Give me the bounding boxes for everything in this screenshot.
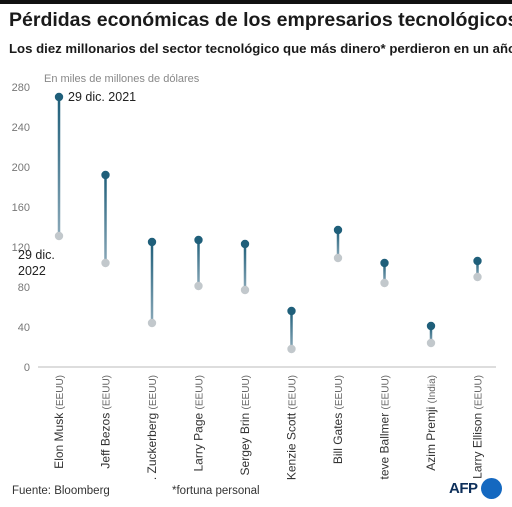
point-2022 bbox=[426, 338, 436, 348]
point-2021 bbox=[287, 306, 296, 316]
point-2021 bbox=[240, 239, 250, 249]
point-2021 bbox=[147, 237, 157, 247]
annotation-2022-line2: 2022 bbox=[18, 264, 46, 278]
chart-subtitle: Los diez millonarios del sector tecnológ… bbox=[9, 41, 512, 56]
point-2022 bbox=[101, 258, 110, 268]
point-2022 bbox=[287, 344, 296, 354]
point-2022 bbox=[473, 272, 482, 282]
x-tick-label: Steve Ballmer (EEUU) bbox=[378, 375, 392, 480]
point-2022 bbox=[333, 253, 343, 263]
y-axis-label: En miles de millones de dólares bbox=[44, 73, 200, 85]
y-tick-label: 120 bbox=[12, 242, 30, 254]
x-tick-label: Larry Ellison (EEUU) bbox=[471, 375, 485, 479]
point-2022 bbox=[240, 285, 250, 295]
point-2022 bbox=[194, 281, 203, 291]
y-tick-label: 200 bbox=[12, 162, 30, 174]
afp-logo-text: AFP bbox=[449, 480, 478, 497]
annotations: 29 dic. 2021 29 dic. 2022 bbox=[18, 90, 136, 278]
x-tick-label: MacKenzie Scott (EEUU) bbox=[285, 375, 299, 480]
connector-line bbox=[104, 175, 107, 263]
y-tick-label: 280 bbox=[12, 82, 30, 94]
point-2022 bbox=[54, 231, 64, 241]
point-2021 bbox=[380, 258, 389, 268]
y-tick-label: 240 bbox=[12, 122, 30, 134]
chart-title: Pérdidas económicas de los empresarios t… bbox=[9, 9, 512, 31]
connector-line bbox=[429, 326, 433, 343]
connector-line bbox=[336, 230, 340, 258]
afp-logo: AFP bbox=[449, 478, 502, 499]
annotation-2022-line1: 29 dic. bbox=[18, 248, 55, 262]
connector-line bbox=[243, 244, 247, 290]
point-2021 bbox=[54, 92, 64, 102]
connector-line bbox=[57, 97, 61, 236]
point-2021 bbox=[194, 235, 203, 245]
point-2022 bbox=[147, 318, 157, 328]
dumbbell-chart: En miles de millones de dólares 0 40 80 120… bbox=[12, 73, 496, 480]
connector-line bbox=[290, 311, 293, 349]
connector-line bbox=[476, 261, 479, 277]
point-2021 bbox=[101, 170, 110, 180]
connector-line bbox=[383, 263, 386, 283]
x-tick-label: Elon Musk (EEUU) bbox=[52, 375, 66, 469]
connector-line bbox=[150, 242, 154, 323]
afp-logo-circle-icon bbox=[480, 478, 502, 499]
y-tick-label: 40 bbox=[18, 322, 30, 334]
x-tick-label: Sergey Brin (EEUU) bbox=[238, 375, 252, 475]
x-tick-label: M. Zuckerberg (EEUU) bbox=[145, 375, 159, 480]
x-axis-labels: Elon Musk (EEUU) Jeff Bezos (EEUU) M. Zuck… bbox=[52, 375, 485, 480]
y-tick-label: 0 bbox=[24, 362, 30, 374]
x-tick-label: Bill Gates (EEUU) bbox=[331, 375, 345, 464]
x-tick-label: Azim Premji (India) bbox=[424, 375, 438, 471]
point-2022 bbox=[380, 278, 389, 288]
point-2021 bbox=[426, 321, 436, 331]
y-tick-label: 80 bbox=[18, 282, 30, 294]
top-bar bbox=[0, 0, 512, 4]
x-tick-label: Larry Page (EEUU) bbox=[192, 375, 206, 472]
annotation-2021: 29 dic. 2021 bbox=[68, 90, 136, 104]
footnote: *fortuna personal bbox=[172, 485, 260, 497]
source-note: Fuente: Bloomberg bbox=[12, 485, 110, 497]
point-2021 bbox=[333, 225, 343, 235]
y-axis: 0 40 80 120 160 200 240 280 bbox=[12, 82, 30, 374]
plot-marks bbox=[54, 92, 482, 354]
point-2021 bbox=[473, 256, 482, 266]
x-tick-label: Jeff Bezos (EEUU) bbox=[99, 375, 113, 469]
connector-line bbox=[197, 240, 200, 286]
y-tick-label: 160 bbox=[12, 202, 30, 214]
